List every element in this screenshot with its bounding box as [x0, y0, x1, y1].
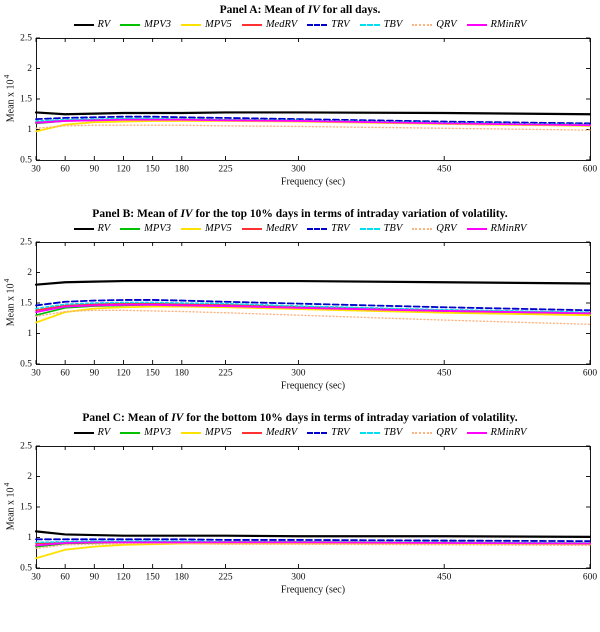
- legend-item-tbv: TBV: [359, 427, 403, 439]
- legend-label: TRV: [331, 223, 350, 234]
- legend-label: RMinRV: [490, 19, 527, 30]
- legend-line-sample: [120, 432, 141, 434]
- panel-c-title: Panel C: Mean of IV for the bottom 10% d…: [0, 411, 600, 426]
- panel-a: Panel A: Mean of IV for all days. RV MPV3…: [0, 0, 600, 204]
- legend-label: MPV3: [144, 19, 171, 30]
- legend-label: MedRV: [265, 19, 298, 30]
- legend-line-sample: [180, 432, 201, 434]
- legend-label: QRV: [436, 427, 457, 438]
- legend-item-rminrv: RMinRV: [466, 19, 527, 31]
- legend-label: MedRV: [265, 427, 298, 438]
- panel-a-title: Panel A: Mean of IV for all days.: [0, 3, 600, 18]
- legend-line-sample: [73, 228, 94, 230]
- legend-line-sample: [466, 228, 487, 230]
- legend-item-mpv3: MPV3: [120, 427, 171, 439]
- legend-line-sample: [180, 228, 201, 230]
- panel-c: Panel C: Mean of IV for the bottom 10% d…: [0, 408, 600, 612]
- legend-label: TBV: [383, 427, 403, 438]
- legend-line-sample: [73, 432, 94, 434]
- legend-line-sample: [359, 228, 380, 230]
- legend-line-sample: [120, 228, 141, 230]
- legend-item-rv: RV: [73, 427, 111, 439]
- legend-line-sample: [180, 24, 201, 26]
- panel-b-chart-canvas: [0, 236, 600, 408]
- legend-item-rv: RV: [73, 19, 111, 31]
- legend-label: TRV: [331, 427, 350, 438]
- panel-b-legend: RV MPV3 MPV5 MedRV TRV TBV QRV RMinRV: [0, 222, 600, 236]
- legend-label: QRV: [436, 19, 457, 30]
- legend-line-sample: [120, 24, 141, 26]
- legend-item-mpv3: MPV3: [120, 19, 171, 31]
- legend-label: MPV5: [204, 223, 232, 234]
- panel-c-title-iv: IV: [171, 412, 184, 424]
- legend-label: RV: [97, 223, 111, 234]
- legend-label: RV: [97, 19, 111, 30]
- panel-a-chart-canvas: [0, 32, 600, 204]
- legend-label: MPV3: [144, 427, 171, 438]
- legend-item-rminrv: RMinRV: [466, 223, 527, 235]
- panel-b-title-suffix: for the top 10% days in terms of intrada…: [192, 208, 508, 220]
- legend-item-qrv: QRV: [412, 19, 457, 31]
- legend-item-medrv: MedRV: [241, 223, 298, 235]
- legend-line-sample: [241, 228, 262, 230]
- legend-item-tbv: TBV: [359, 223, 403, 235]
- legend-line-sample: [73, 24, 94, 26]
- legend-line-sample: [307, 432, 328, 434]
- legend-item-trv: TRV: [307, 223, 350, 235]
- legend-label: TBV: [383, 223, 403, 234]
- panel-a-legend: RV MPV3 MPV5 MedRV TRV TBV QRV RMinRV: [0, 18, 600, 32]
- legend-line-sample: [466, 24, 487, 26]
- legend-item-qrv: QRV: [412, 427, 457, 439]
- legend-item-medrv: MedRV: [241, 427, 298, 439]
- panel-a-title-iv: IV: [307, 4, 320, 16]
- legend-item-mpv3: MPV3: [120, 223, 171, 235]
- legend-label: MPV5: [204, 19, 232, 30]
- legend-item-rv: RV: [73, 223, 111, 235]
- panel-b-title-prefix: Panel B: Mean of: [92, 208, 181, 220]
- legend-item-rminrv: RMinRV: [466, 427, 527, 439]
- legend-line-sample: [412, 432, 433, 434]
- legend-label: MPV3: [144, 223, 171, 234]
- panel-b: Panel B: Mean of IV for the top 10% days…: [0, 204, 600, 408]
- panel-b-title-iv: IV: [180, 208, 193, 220]
- legend-line-sample: [412, 24, 433, 26]
- legend-label: RV: [97, 427, 111, 438]
- legend-label: TBV: [383, 19, 403, 30]
- legend-item-mpv5: MPV5: [180, 19, 232, 31]
- legend-line-sample: [359, 432, 380, 434]
- legend-item-qrv: QRV: [412, 223, 457, 235]
- legend-label: RMinRV: [490, 223, 527, 234]
- legend-line-sample: [466, 432, 487, 434]
- legend-line-sample: [412, 228, 433, 230]
- legend-item-trv: TRV: [307, 427, 350, 439]
- legend-item-mpv5: MPV5: [180, 223, 232, 235]
- legend-line-sample: [241, 24, 262, 26]
- legend-label: RMinRV: [490, 427, 527, 438]
- panel-a-title-prefix: Panel A: Mean of: [219, 4, 308, 16]
- figure: Panel A: Mean of IV for all days. RV MPV3…: [0, 0, 600, 612]
- legend-label: MedRV: [265, 223, 298, 234]
- legend-line-sample: [359, 24, 380, 26]
- panel-c-chart-canvas: [0, 440, 600, 612]
- legend-item-medrv: MedRV: [241, 19, 298, 31]
- legend-line-sample: [307, 24, 328, 26]
- legend-item-trv: TRV: [307, 19, 350, 31]
- panel-c-legend: RV MPV3 MPV5 MedRV TRV TBV QRV RMinRV: [0, 426, 600, 440]
- panel-a-title-suffix: for all days.: [319, 4, 381, 16]
- legend-label: QRV: [436, 223, 457, 234]
- legend-line-sample: [241, 432, 262, 434]
- panel-c-title-suffix: for the bottom 10% days in terms of intr…: [183, 412, 518, 424]
- panel-c-title-prefix: Panel C: Mean of: [82, 412, 172, 424]
- legend-label: TRV: [331, 19, 350, 30]
- legend-line-sample: [307, 228, 328, 230]
- legend-item-mpv5: MPV5: [180, 427, 232, 439]
- legend-item-tbv: TBV: [359, 19, 403, 31]
- legend-label: MPV5: [204, 427, 232, 438]
- panel-b-title: Panel B: Mean of IV for the top 10% days…: [0, 207, 600, 222]
